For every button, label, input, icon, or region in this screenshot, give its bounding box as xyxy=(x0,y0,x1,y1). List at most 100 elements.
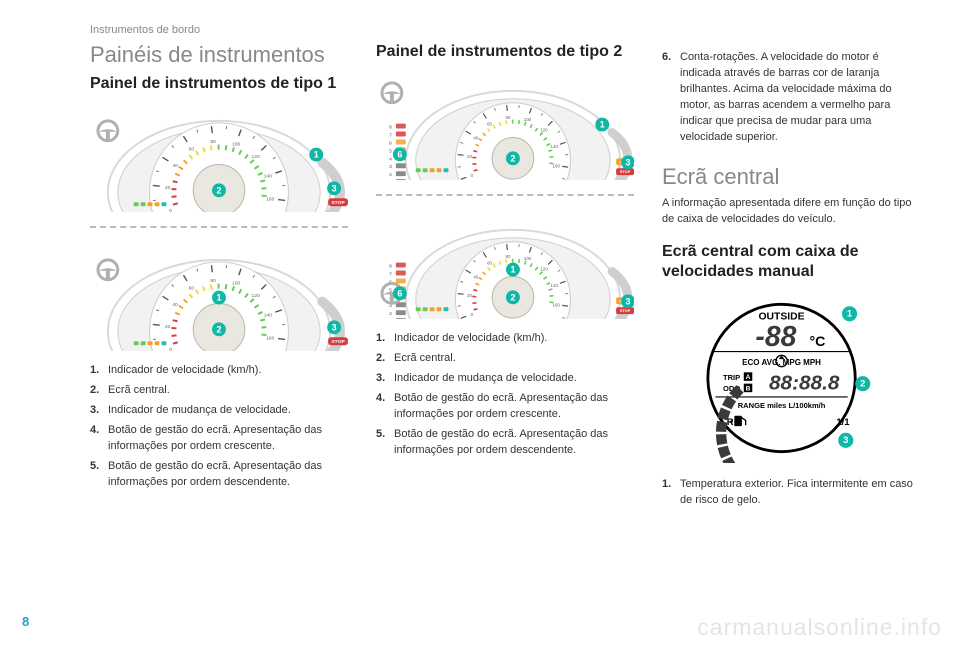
svg-text:120: 120 xyxy=(540,127,548,132)
svg-text:20: 20 xyxy=(165,324,171,330)
svg-text:40: 40 xyxy=(172,302,178,308)
legend-text: Botão de gestão do ecrã. Apresentação da… xyxy=(108,423,348,455)
svg-text:100: 100 xyxy=(232,281,241,287)
svg-text:20: 20 xyxy=(467,154,472,159)
legend-text: Indicador de velocidade (km/h). xyxy=(394,331,634,347)
legend-text: Indicador de velocidade (km/h). xyxy=(108,363,348,379)
panel-type1-title: Painel de instrumentos de tipo 1 xyxy=(90,74,348,95)
type2-gauge-upper: 020406080100120140160◂ DISP ▸012345678SH… xyxy=(376,71,634,180)
legend-num: 5. xyxy=(90,459,108,491)
watermark: carmanualsonline.info xyxy=(697,614,942,641)
legend-num: 4. xyxy=(90,423,108,455)
legend-text: Botão de gestão do ecrã. Apresentação da… xyxy=(394,391,634,423)
legend-text: Indicador de mudança de velocidade. xyxy=(394,371,634,387)
column-1: Painéis de instrumentos Painel de instru… xyxy=(90,42,348,513)
legend-num: 1. xyxy=(662,477,680,509)
legend-item: 4.Botão de gestão do ecrã. Apresentação … xyxy=(90,423,348,455)
legend-text: Indicador de mudança de velocidade. xyxy=(108,403,348,419)
svg-text:2: 2 xyxy=(389,311,392,317)
svg-text:STOP: STOP xyxy=(331,339,345,345)
svg-text:160: 160 xyxy=(266,336,275,342)
svg-text:140: 140 xyxy=(264,313,273,319)
type1-gauge-stack: 020406080100120140160◂ DISP ▸STOP23541 0… xyxy=(90,103,348,351)
svg-text:4: 4 xyxy=(389,156,392,162)
svg-text:60: 60 xyxy=(189,286,195,292)
svg-text:140: 140 xyxy=(264,173,273,179)
legend-item: 4.Botão de gestão do ecrã. Apresentação … xyxy=(376,391,634,423)
svg-text:3: 3 xyxy=(626,157,631,167)
svg-text:160: 160 xyxy=(553,163,561,168)
svg-text:6: 6 xyxy=(389,140,392,146)
type2-gauge-lower: 020406080100120140160◂ DISP ▸012345678SH… xyxy=(376,210,634,319)
svg-text:STOP: STOP xyxy=(620,169,631,174)
svg-text:1/1: 1/1 xyxy=(836,417,849,428)
svg-text:STOP: STOP xyxy=(620,308,631,313)
svg-text:140: 140 xyxy=(551,144,559,149)
legend-num: 1. xyxy=(376,331,394,347)
legend-item: 6. Conta-rotações. A velocidade do motor… xyxy=(662,50,920,146)
legend-num: 6. xyxy=(662,50,680,146)
legend-item: 1.Indicador de velocidade (km/h). xyxy=(90,363,348,379)
svg-text:100: 100 xyxy=(232,141,241,147)
svg-text:80: 80 xyxy=(210,278,216,284)
svg-text:0: 0 xyxy=(169,347,172,351)
type1-gauge-lower: 020406080100120140160◂ DISP ▸STOP12354 xyxy=(90,242,348,351)
svg-text:60: 60 xyxy=(487,121,492,126)
svg-text:7: 7 xyxy=(389,271,392,277)
svg-text:60: 60 xyxy=(487,260,492,265)
panel-type2-title: Painel de instrumentos de tipo 2 xyxy=(376,42,634,63)
svg-text:80: 80 xyxy=(210,139,216,145)
legend-item: 5.Botão de gestão do ecrã. Apresentação … xyxy=(376,427,634,459)
svg-text:120: 120 xyxy=(540,267,548,272)
svg-text:3: 3 xyxy=(332,183,337,193)
item6-list: 6. Conta-rotações. A velocidade do motor… xyxy=(662,50,920,146)
svg-text:°C: °C xyxy=(809,334,825,350)
svg-text:100: 100 xyxy=(524,256,532,261)
type2-legend-list: 1.Indicador de velocidade (km/h). 2.Ecrã … xyxy=(376,331,634,459)
section-header: Instrumentos de bordo xyxy=(90,24,920,36)
svg-text:5: 5 xyxy=(389,148,392,154)
svg-text:6: 6 xyxy=(397,288,402,298)
central-screen-desc: A informação apresentada difere em funçã… xyxy=(662,196,920,228)
main-title: Painéis de instrumentos xyxy=(90,42,348,68)
svg-text:120: 120 xyxy=(252,293,261,299)
svg-text:3: 3 xyxy=(389,164,392,170)
legend-item: 1.Indicador de velocidade (km/h). xyxy=(376,331,634,347)
legend-num: 2. xyxy=(90,383,108,399)
svg-text:7: 7 xyxy=(389,132,392,138)
svg-text:40: 40 xyxy=(473,274,478,279)
svg-text:2: 2 xyxy=(217,324,222,334)
svg-text:RANGE miles L/100km/h: RANGE miles L/100km/h xyxy=(738,401,826,410)
page-number: 8 xyxy=(22,614,29,629)
svg-text:3: 3 xyxy=(332,322,337,332)
svg-text:1: 1 xyxy=(217,292,222,302)
svg-text:80: 80 xyxy=(506,115,511,120)
svg-text:B: B xyxy=(746,385,751,392)
type1-gauge-upper: 020406080100120140160◂ DISP ▸STOP23541 xyxy=(90,103,348,212)
svg-text:8: 8 xyxy=(389,124,392,130)
legend-num: 2. xyxy=(376,351,394,367)
svg-text:1: 1 xyxy=(847,309,852,320)
svg-text:20: 20 xyxy=(467,293,472,298)
legend-item: 2.Ecrã central. xyxy=(376,351,634,367)
svg-text:1: 1 xyxy=(314,149,319,159)
gauge-divider xyxy=(376,194,634,196)
svg-text:-88: -88 xyxy=(755,321,796,353)
svg-text:2: 2 xyxy=(389,172,392,178)
svg-text:2: 2 xyxy=(860,379,865,390)
legend-text: Ecrã central. xyxy=(108,383,348,399)
legend-item: 3.Indicador de mudança de velocidade. xyxy=(376,371,634,387)
svg-text:TRIP: TRIP xyxy=(723,373,740,382)
svg-text:2: 2 xyxy=(217,185,222,195)
legend-num: 5. xyxy=(376,427,394,459)
svg-text:A: A xyxy=(746,374,751,381)
column-2: Painel de instrumentos de tipo 2 0204060… xyxy=(376,42,634,513)
svg-text:0: 0 xyxy=(169,208,172,212)
svg-text:100: 100 xyxy=(524,117,532,122)
svg-text:2: 2 xyxy=(510,292,515,302)
central-display-legend: 1.Temperatura exterior. Fica intermitent… xyxy=(662,477,920,509)
svg-text:140: 140 xyxy=(551,283,559,288)
svg-text:1: 1 xyxy=(600,119,605,129)
legend-num: 1. xyxy=(90,363,108,379)
svg-text:160: 160 xyxy=(553,303,561,308)
